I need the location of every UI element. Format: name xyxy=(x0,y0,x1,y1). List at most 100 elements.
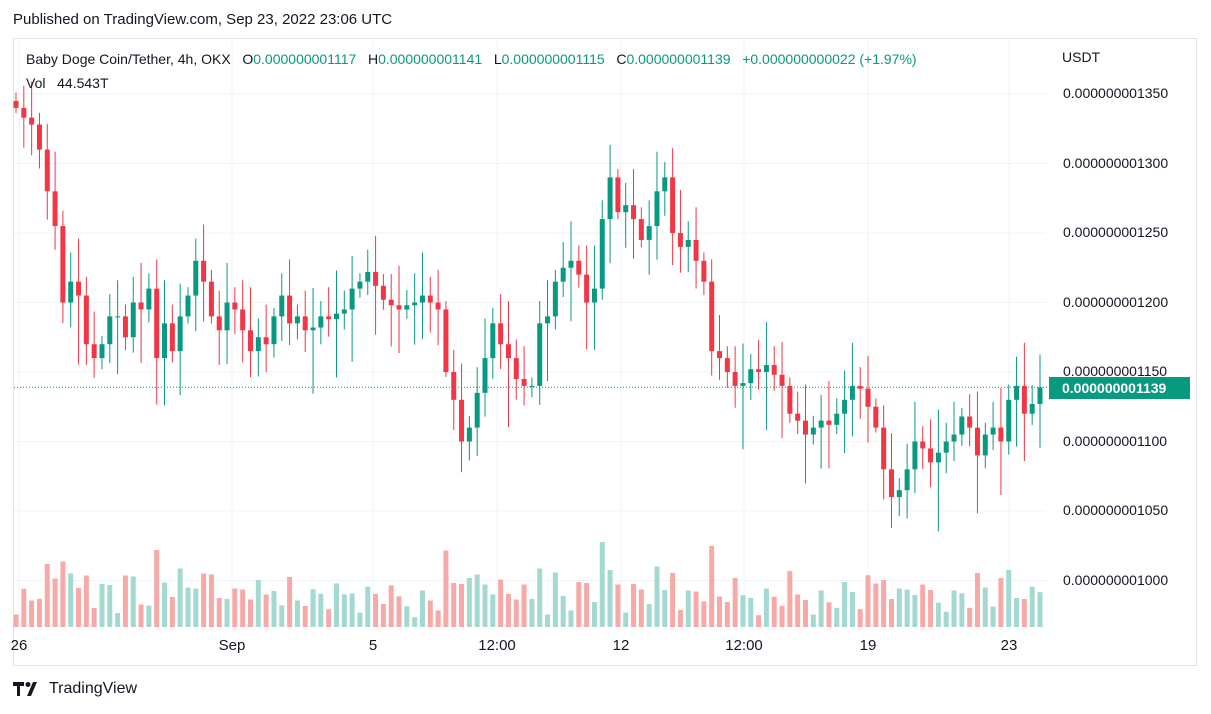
candle-body xyxy=(646,226,652,240)
time-tick: 12 xyxy=(612,637,630,654)
volume-bar xyxy=(685,590,691,627)
candle-body xyxy=(740,383,746,386)
candle-body xyxy=(638,219,644,240)
volume-bar xyxy=(451,583,457,627)
volume-bar xyxy=(36,598,42,627)
candle-body xyxy=(373,271,379,286)
volume-bar xyxy=(920,584,926,627)
candle-body xyxy=(396,305,402,310)
candle-body xyxy=(255,337,261,352)
volume-bar xyxy=(576,582,582,627)
time-tick: 26 xyxy=(10,637,28,654)
candle-body xyxy=(943,441,949,453)
volume-bar xyxy=(638,589,644,627)
candle-body xyxy=(466,427,472,442)
volume-bar xyxy=(709,546,715,627)
volume-bar xyxy=(177,568,183,627)
volume-bar xyxy=(373,594,379,627)
candle-body xyxy=(920,441,926,449)
candle-body xyxy=(193,260,199,296)
volume-bar xyxy=(779,605,785,627)
time-tick: 12:00 xyxy=(478,637,516,654)
volume-bar xyxy=(396,596,402,627)
tradingview-brand[interactable]: TradingView xyxy=(13,680,137,698)
price-tick: 0.000000001200 xyxy=(1063,293,1169,310)
volume-bar xyxy=(138,604,144,627)
candle-body xyxy=(326,316,332,320)
candle-body xyxy=(388,299,394,306)
candles xyxy=(13,81,1043,532)
volume-bar xyxy=(982,587,988,627)
volume-bar xyxy=(333,583,339,627)
legend-high-value: 0.000000001141 xyxy=(378,51,483,67)
candle-body xyxy=(763,365,769,372)
volume-bar xyxy=(974,573,980,627)
volume-bar xyxy=(294,600,300,627)
price-tick: 0.000000001050 xyxy=(1063,502,1169,518)
volume-bar xyxy=(21,588,27,627)
price-tick: 0.000000001100 xyxy=(1063,432,1168,449)
volume-bars xyxy=(13,542,1043,627)
candle-body xyxy=(412,302,418,306)
candle-body xyxy=(615,177,621,213)
published-caption: Published on TradingView.com, Sep 23, 20… xyxy=(13,11,393,28)
volume-bar xyxy=(380,604,386,627)
candle-body xyxy=(365,271,371,282)
volume-bar xyxy=(130,576,136,627)
candle-body xyxy=(99,344,105,359)
volume-bar xyxy=(208,574,214,627)
candle-body xyxy=(216,316,222,331)
candle-body xyxy=(208,281,214,317)
volume-bar xyxy=(255,580,261,627)
volume-bar xyxy=(513,599,519,627)
volume-bar xyxy=(115,613,121,627)
time-tick: Sep xyxy=(218,637,246,654)
candle-body xyxy=(83,295,89,345)
candle-body xyxy=(662,177,668,192)
volume-bar xyxy=(842,582,848,627)
volume-bar xyxy=(1037,592,1043,627)
candle-body xyxy=(177,316,183,352)
volume-bar xyxy=(365,586,371,627)
volume-bar xyxy=(310,589,316,627)
volume-bar xyxy=(771,596,777,627)
legend-open-value: 0.000000001117 xyxy=(253,51,357,67)
volume-bar xyxy=(623,612,629,627)
legend-high-label: H xyxy=(367,51,379,67)
candle-body xyxy=(380,285,386,300)
volume-bar xyxy=(13,614,19,627)
volume-value: 44.543T xyxy=(57,75,109,91)
volume-bar xyxy=(99,584,105,627)
candle-body xyxy=(185,295,191,317)
chart-frame xyxy=(13,38,1197,666)
volume-bar xyxy=(404,606,410,627)
volume-bar xyxy=(756,615,762,627)
volume-bar xyxy=(216,598,222,627)
candle-body xyxy=(341,309,347,314)
volume-bar xyxy=(990,606,996,627)
volume-bar xyxy=(795,594,801,627)
candle-body xyxy=(36,124,42,150)
chart-legend: Baby Doge Coin/Tether, 4h, OKX O0.000000… xyxy=(26,51,917,67)
volume-bar xyxy=(263,594,269,627)
candle-body xyxy=(91,344,97,359)
volume-bar xyxy=(998,578,1004,627)
candle-body xyxy=(787,385,793,414)
legend-open-label: O xyxy=(242,51,254,67)
candle-body xyxy=(349,288,355,310)
candle-body xyxy=(474,392,480,428)
candle-body xyxy=(599,219,605,289)
volume-bar xyxy=(873,583,879,627)
candle-body xyxy=(935,452,941,463)
volume-bar xyxy=(279,605,285,627)
volume-bar xyxy=(357,612,363,627)
volume-bar xyxy=(928,590,934,627)
candle-body xyxy=(826,420,832,425)
volume-bar xyxy=(68,573,74,627)
volume-bar xyxy=(865,575,871,627)
candle-body xyxy=(52,191,58,227)
candle-body xyxy=(998,427,1004,442)
candle-body xyxy=(333,313,339,320)
price-tick: 0.000000001250 xyxy=(1063,224,1169,240)
